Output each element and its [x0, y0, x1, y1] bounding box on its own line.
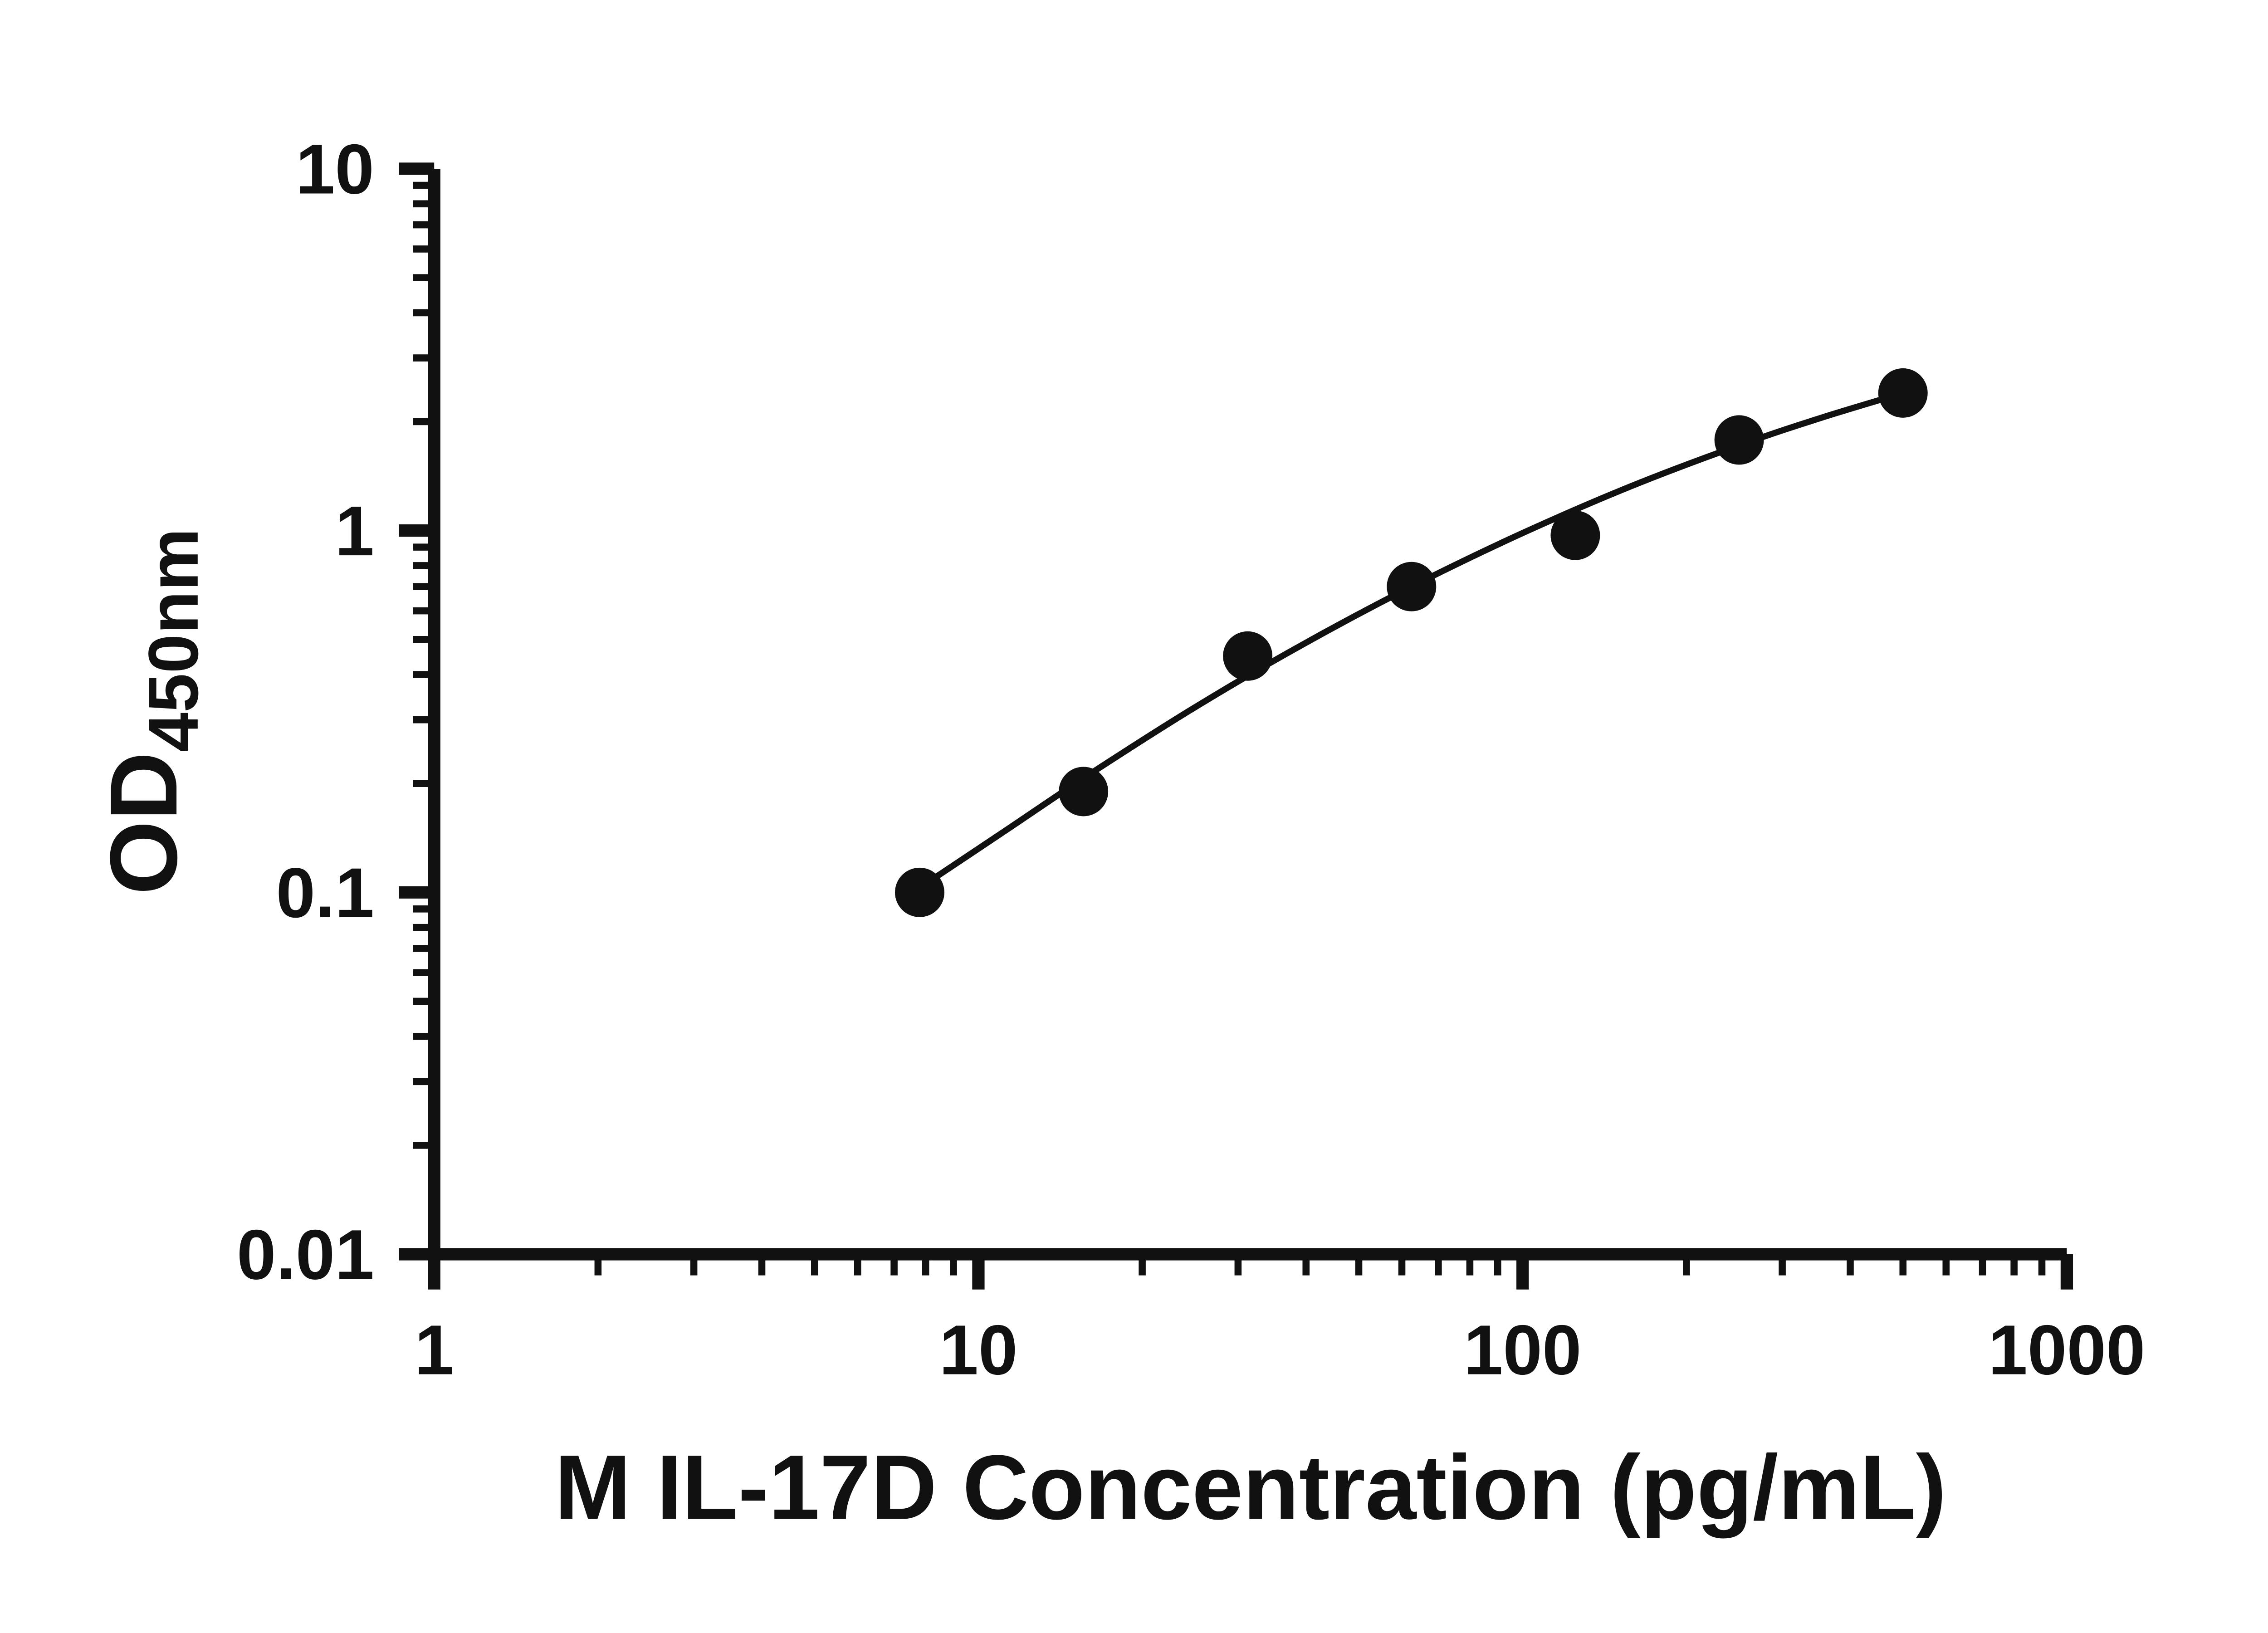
y-tick-label: 0.01 — [237, 1215, 374, 1294]
axes — [428, 168, 2067, 1261]
fit-line — [918, 390, 1904, 890]
x-tick-label: 100 — [1464, 1310, 1582, 1389]
y-axis-title-subscript: 450nm — [134, 528, 213, 752]
data-point — [895, 867, 944, 917]
fit-curve — [918, 390, 1904, 890]
data-point — [1550, 510, 1600, 560]
axis-titles: M IL-17D Concentration (pg/mL) OD450nm — [90, 528, 1946, 1538]
data-point — [1878, 368, 1928, 418]
data-point — [1059, 767, 1109, 816]
y-axis-title: OD450nm — [90, 528, 213, 895]
x-tick-label: 1 — [415, 1310, 454, 1389]
axis-frame — [428, 168, 2067, 1261]
data-points — [895, 368, 1928, 917]
x-axis-title: M IL-17D Concentration (pg/mL) — [555, 1436, 1947, 1539]
x-tick-label: 10 — [939, 1310, 1017, 1389]
y-tick-label: 10 — [296, 129, 374, 208]
y-tick-label: 0.1 — [276, 853, 374, 932]
data-point — [1387, 562, 1437, 611]
y-tick-label: 1 — [335, 491, 374, 570]
data-point — [1223, 631, 1273, 681]
y-axis-title-main: OD — [90, 752, 197, 895]
x-tick-label: 1000 — [1988, 1310, 2145, 1389]
axis-ticks: 1 10 100 1000 0.01 0.1 1 10 — [237, 129, 2146, 1389]
data-point — [1714, 415, 1764, 465]
